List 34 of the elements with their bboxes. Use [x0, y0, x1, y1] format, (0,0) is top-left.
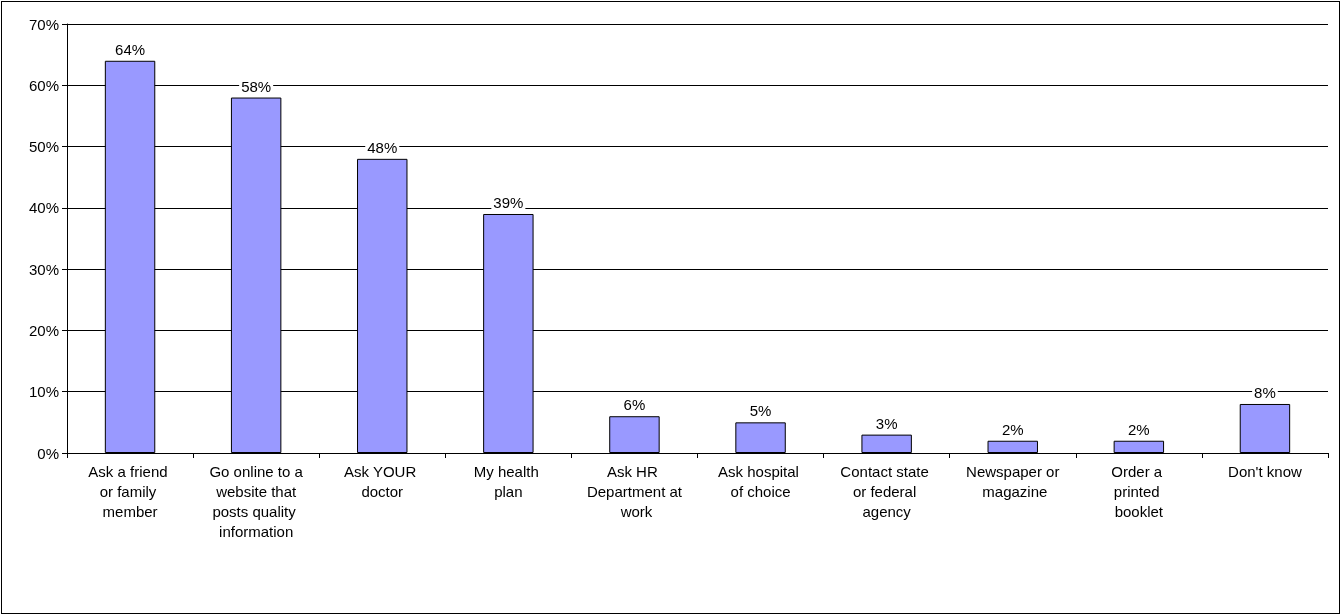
x-tick-label: Ask HR Department at work: [586, 462, 683, 520]
bar: [861, 434, 912, 453]
x-tick-label: Ask hospital of choice: [718, 462, 804, 500]
data-label: 58%: [241, 77, 272, 95]
bar: [1113, 440, 1165, 453]
y-tick-label: 40%: [28, 199, 59, 217]
x-tick-label: Don't know: [1228, 462, 1302, 480]
y-tick-label: 50%: [28, 138, 59, 156]
data-label: 3%: [875, 414, 898, 432]
y-tick-label: 0%: [37, 444, 59, 462]
data-label: 48%: [367, 138, 398, 156]
x-tick-label: Ask YOUR doctor: [344, 462, 421, 500]
x-tick-label: Order a printed booklet: [1111, 462, 1167, 520]
x-tick-label: Ask a friend or family member: [88, 462, 172, 520]
data-label: 2%: [1128, 420, 1150, 438]
data-label: 6%: [623, 396, 646, 414]
bar: [987, 440, 1038, 453]
x-tick-label: Go online to a website that posts quality information: [209, 462, 304, 540]
bar: [1239, 403, 1291, 453]
y-tick-label: 60%: [28, 76, 59, 94]
y-tick-label: 10%: [28, 383, 59, 401]
x-tick-label: My health plan: [473, 462, 543, 500]
y-tick-label: 20%: [28, 321, 59, 339]
data-label: 8%: [1254, 383, 1276, 401]
y-tick-label: 70%: [28, 15, 59, 33]
data-label: 2%: [1001, 420, 1024, 438]
x-tick-label: Newspaper or magazine: [966, 462, 1060, 500]
bar: [609, 416, 660, 453]
y-tick-label: 30%: [28, 260, 59, 278]
data-label: 5%: [749, 402, 772, 420]
bar: [735, 422, 786, 453]
x-tick-label: Contact state or federal agency: [840, 462, 933, 520]
data-label: 39%: [493, 193, 524, 211]
data-label: 64%: [115, 40, 146, 58]
